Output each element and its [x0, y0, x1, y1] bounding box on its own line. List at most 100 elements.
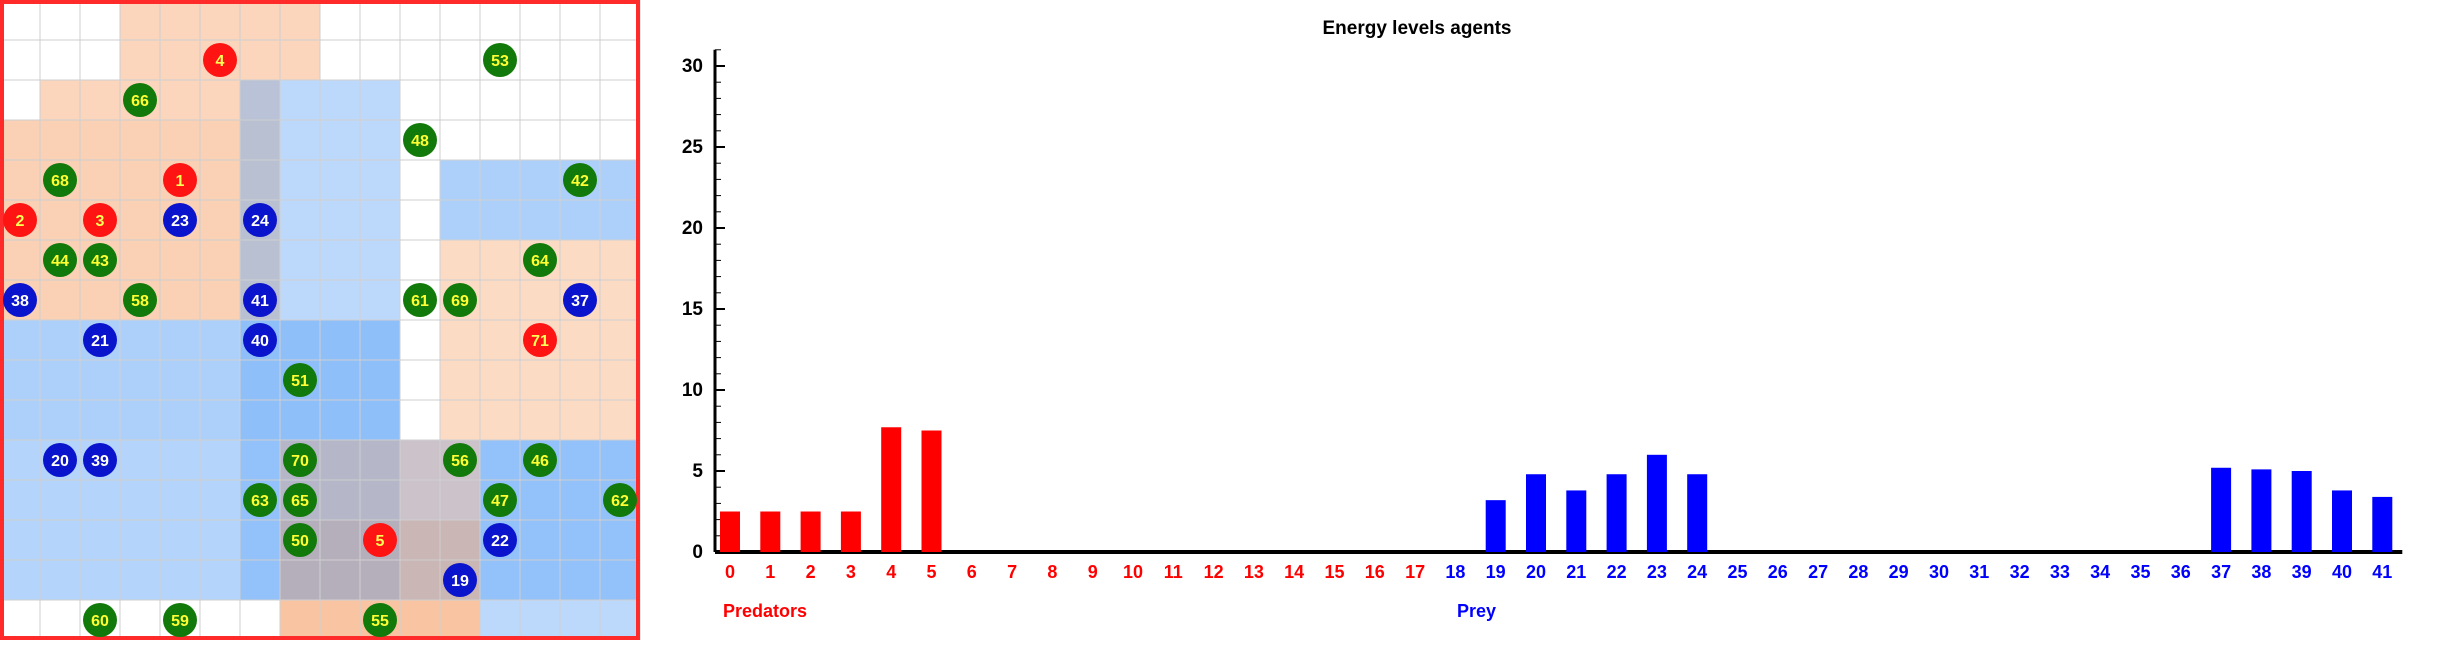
- bar: [1646, 454, 1667, 552]
- predator-agent[interactable]: 2: [3, 203, 37, 237]
- plant-agent[interactable]: 64: [523, 243, 557, 277]
- agent-label: 46: [531, 453, 549, 470]
- prey-agent[interactable]: 41: [243, 283, 277, 317]
- prey-agent[interactable]: 21: [83, 323, 117, 357]
- x-tick-label: 8: [1047, 562, 1057, 582]
- plant-agent[interactable]: 61: [403, 283, 437, 317]
- plant-agent-marker: [43, 243, 77, 277]
- plant-agent[interactable]: 43: [83, 243, 117, 277]
- x-tick-label: 21: [1566, 562, 1586, 582]
- prey-agent[interactable]: 40: [243, 323, 277, 357]
- plant-agent[interactable]: 68: [43, 163, 77, 197]
- energy-chart-panel: Energy levels agents Predators Prey 0 5 10…: [645, 0, 2440, 640]
- plant-agent-marker: [283, 363, 317, 397]
- plant-agent[interactable]: 62: [603, 483, 637, 517]
- bar: [1485, 500, 1506, 552]
- agent-label: 50: [291, 533, 309, 550]
- plant-agent[interactable]: 47: [483, 483, 517, 517]
- plant-agent[interactable]: 58: [123, 283, 157, 317]
- plant-agent[interactable]: 59: [163, 603, 197, 637]
- predator-agent[interactable]: 4: [203, 43, 237, 77]
- plant-agent[interactable]: 44: [43, 243, 77, 277]
- x-tick-label: 2: [806, 562, 816, 582]
- agent-label: 21: [91, 333, 109, 350]
- x-tick-label: 12: [1204, 562, 1224, 582]
- agent-label: 5: [376, 533, 385, 550]
- predator-agent[interactable]: 71: [523, 323, 557, 357]
- agent-label: 20: [51, 453, 69, 470]
- bar: [921, 430, 942, 552]
- plant-agent-marker: [483, 483, 517, 517]
- x-tick-label: 31: [1969, 562, 1989, 582]
- agent-label: 62: [611, 493, 629, 510]
- plant-agent[interactable]: 48: [403, 123, 437, 157]
- plant-agent[interactable]: 60: [83, 603, 117, 637]
- prey-agent[interactable]: 39: [83, 443, 117, 477]
- plant-agent[interactable]: 56: [443, 443, 477, 477]
- x-tick-label: 32: [2010, 562, 2030, 582]
- agent-label: 4: [216, 53, 225, 70]
- bar: [840, 511, 861, 552]
- bar: [1687, 474, 1708, 552]
- plant-agent[interactable]: 63: [243, 483, 277, 517]
- prey-agent[interactable]: 23: [163, 203, 197, 237]
- x-tick-label: 33: [2050, 562, 2070, 582]
- plant-agent[interactable]: 65: [283, 483, 317, 517]
- plant-agent[interactable]: 69: [443, 283, 477, 317]
- prey-agent[interactable]: 22: [483, 523, 517, 557]
- agent-label: 48: [411, 133, 429, 150]
- bar: [2372, 496, 2393, 552]
- bar: [2251, 469, 2272, 552]
- x-tick-label: 5: [926, 562, 936, 582]
- y-tick-label: 20: [682, 218, 703, 239]
- bar: [1606, 474, 1627, 552]
- plant-agent[interactable]: 42: [563, 163, 597, 197]
- predator-agent[interactable]: 1: [163, 163, 197, 197]
- prey-agent-marker: [163, 203, 197, 237]
- x-tick-label: 10: [1123, 562, 1143, 582]
- predator-agent[interactable]: 5: [363, 523, 397, 557]
- x-tick-label: 23: [1647, 562, 1667, 582]
- agent-label: 59: [171, 613, 189, 630]
- prey-agent[interactable]: 38: [3, 283, 37, 317]
- x-tick-label: 9: [1088, 562, 1098, 582]
- predator-agent[interactable]: 3: [83, 203, 117, 237]
- plant-agent[interactable]: 51: [283, 363, 317, 397]
- x-tick-label: 26: [1768, 562, 1788, 582]
- plant-agent[interactable]: 53: [483, 43, 517, 77]
- y-tick-label: 25: [682, 137, 704, 158]
- predator-agent-marker: [203, 43, 237, 77]
- plant-agent[interactable]: 70: [283, 443, 317, 477]
- agent-label: 47: [491, 493, 509, 510]
- plant-agent[interactable]: 66: [123, 83, 157, 117]
- agent-label: 64: [531, 253, 549, 270]
- prey-agent[interactable]: 37: [563, 283, 597, 317]
- legend-predators: Predators: [723, 601, 807, 621]
- agent-label: 58: [131, 293, 149, 310]
- x-tick-label: 18: [1445, 562, 1465, 582]
- agent-label: 70: [291, 453, 309, 470]
- bar: [2291, 471, 2312, 552]
- agent-label: 1: [176, 173, 185, 190]
- prey-agent[interactable]: 19: [443, 563, 477, 597]
- plant-agent[interactable]: 55: [363, 603, 397, 637]
- agent-label: 68: [51, 173, 69, 190]
- x-tick-label: 40: [2332, 562, 2352, 582]
- agent-label: 39: [91, 453, 109, 470]
- plant-agent-marker: [123, 283, 157, 317]
- plant-agent-marker: [283, 483, 317, 517]
- prey-agent-marker: [83, 443, 117, 477]
- plant-agent[interactable]: 46: [523, 443, 557, 477]
- prey-agent[interactable]: 20: [43, 443, 77, 477]
- agent-label: 41: [251, 293, 269, 310]
- agent-label: 55: [371, 613, 389, 630]
- bar: [720, 511, 740, 552]
- y-tick-label: 5: [692, 461, 703, 482]
- x-tick-label: 15: [1324, 562, 1344, 582]
- x-tick-label: 16: [1365, 562, 1385, 582]
- plant-agent-marker: [563, 163, 597, 197]
- x-tick-label: 36: [2171, 562, 2191, 582]
- prey-agent[interactable]: 24: [243, 203, 277, 237]
- plant-agent[interactable]: 50: [283, 523, 317, 557]
